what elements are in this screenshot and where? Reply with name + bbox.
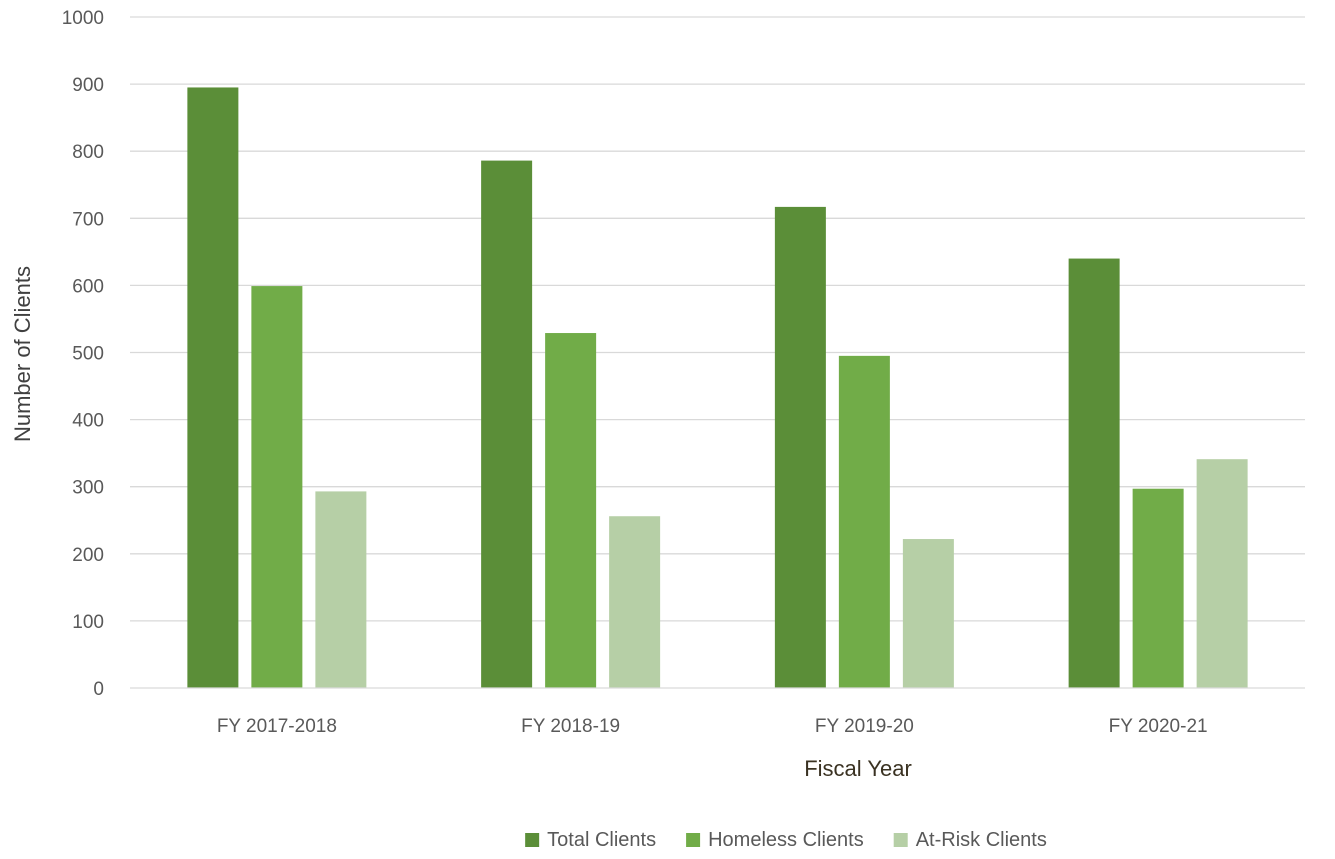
legend: Total Clients Homeless Clients At-Risk Cli… xyxy=(525,829,1047,851)
gridlines xyxy=(130,16,1305,622)
bar-total-clients-2 xyxy=(774,206,826,688)
bar-at-risk-clients-2 xyxy=(902,539,954,688)
y-tick-label: 700 xyxy=(72,209,104,230)
bar-homeless-clients-0 xyxy=(251,286,303,688)
bar-total-clients-0 xyxy=(187,87,239,688)
bar-at-risk-clients-0 xyxy=(315,491,367,688)
x-tick-label: FY 2018-19 xyxy=(521,716,620,737)
bar-homeless-clients-2 xyxy=(838,355,890,688)
bar-homeless-clients-3 xyxy=(1132,488,1184,688)
y-tick-label: 0 xyxy=(93,679,104,700)
legend-swatch xyxy=(686,833,701,847)
legend-label: Total Clients xyxy=(547,829,656,851)
x-tick-label: FY 2019-20 xyxy=(815,716,914,737)
bar-total-clients-1 xyxy=(481,160,533,688)
y-tick-label: 400 xyxy=(72,411,104,432)
legend-item: At-Risk Clients xyxy=(893,829,1047,851)
legend-label: Homeless Clients xyxy=(708,829,864,851)
bar-at-risk-clients-1 xyxy=(609,516,661,688)
bars xyxy=(187,87,1248,688)
y-tick-label: 1000 xyxy=(62,8,104,29)
y-tick-label: 800 xyxy=(72,142,104,163)
legend-swatch xyxy=(525,833,540,847)
y-tick-label: 300 xyxy=(72,478,104,499)
legend-swatch xyxy=(893,833,908,847)
x-tick-label: FY 2017-2018 xyxy=(217,716,337,737)
x-axis-title: Fiscal Year xyxy=(804,756,912,781)
y-tick-label: 100 xyxy=(72,612,104,633)
bar-homeless-clients-1 xyxy=(545,333,597,688)
y-axis-ticks: 0 100 200 300 400 500 600 700 800 900 1000 xyxy=(62,8,104,700)
x-axis-ticks: FY 2017-2018 FY 2018-19 FY 2019-20 FY 2020-… xyxy=(217,716,1208,737)
y-tick-label: 200 xyxy=(72,545,104,566)
legend-item: Total Clients xyxy=(525,829,656,851)
y-tick-label: 500 xyxy=(72,344,104,365)
y-tick-label: 900 xyxy=(72,75,104,96)
y-axis-title: Number of Clients xyxy=(10,266,35,442)
legend-item: Homeless Clients xyxy=(686,829,864,851)
y-tick-label: 600 xyxy=(72,276,104,297)
bar-total-clients-3 xyxy=(1068,258,1120,688)
legend-label: At-Risk Clients xyxy=(916,829,1047,851)
bar-at-risk-clients-3 xyxy=(1196,459,1248,688)
x-tick-label: FY 2020-21 xyxy=(1109,716,1208,737)
